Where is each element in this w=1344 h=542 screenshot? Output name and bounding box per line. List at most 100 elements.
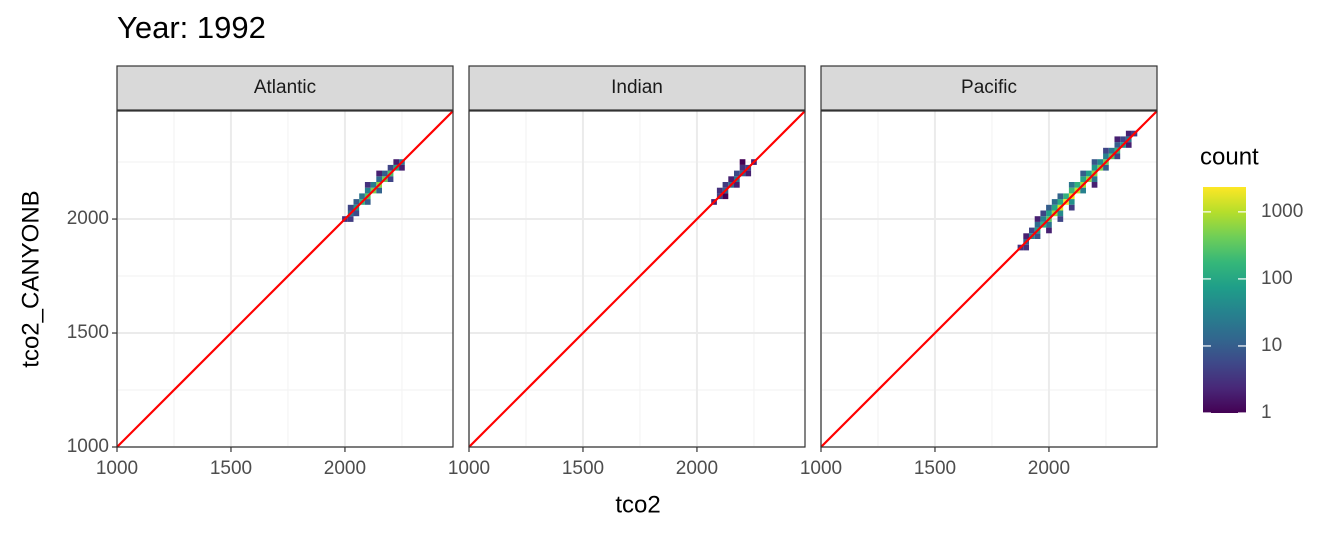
bin bbox=[1114, 153, 1121, 160]
bin bbox=[739, 159, 746, 165]
bin bbox=[353, 199, 360, 205]
bin bbox=[1080, 170, 1086, 177]
chart-title: Year: 1992 bbox=[117, 10, 266, 45]
panel: 1000 1500 2000 bbox=[800, 110, 1158, 479]
bin bbox=[1023, 233, 1030, 239]
legend-label: 1 bbox=[1261, 402, 1272, 423]
legend-label: 1000 bbox=[1261, 201, 1303, 222]
bin bbox=[393, 159, 400, 165]
bin bbox=[1051, 204, 1058, 211]
x-tick-label: 1000 bbox=[96, 458, 138, 479]
bin bbox=[1057, 216, 1064, 222]
bin bbox=[1057, 210, 1064, 217]
bin bbox=[745, 170, 752, 177]
y-tick-label: 1000 bbox=[67, 436, 109, 457]
bin bbox=[1085, 170, 1092, 177]
bin bbox=[347, 216, 354, 222]
bin bbox=[1080, 187, 1086, 194]
bin bbox=[387, 164, 394, 171]
bin bbox=[1023, 244, 1030, 251]
bin bbox=[1040, 210, 1047, 217]
y-axis-title: tco2_CANYONB bbox=[17, 190, 44, 367]
bin bbox=[1120, 136, 1126, 143]
bin bbox=[376, 176, 382, 183]
x-axis-title: tco2 bbox=[615, 491, 660, 518]
panel: 1000 1500 2000 1000 1500 2000 bbox=[67, 110, 454, 479]
bin bbox=[1068, 187, 1075, 194]
bin bbox=[733, 170, 740, 177]
bin bbox=[1046, 210, 1052, 217]
bin bbox=[1103, 153, 1109, 160]
bin bbox=[1103, 147, 1109, 154]
bin bbox=[1068, 199, 1075, 205]
bin bbox=[1108, 147, 1115, 154]
bin bbox=[722, 193, 729, 200]
colorbar bbox=[1203, 187, 1246, 413]
bin bbox=[1103, 164, 1109, 171]
bin bbox=[716, 187, 723, 194]
legend-label: 100 bbox=[1261, 268, 1293, 289]
bin bbox=[364, 199, 371, 205]
bin bbox=[1125, 130, 1132, 137]
x-tick-label: 2000 bbox=[1028, 458, 1070, 479]
bin bbox=[1091, 176, 1098, 183]
bin bbox=[381, 170, 388, 177]
bin bbox=[1097, 159, 1104, 165]
y-tick-label: 1500 bbox=[67, 322, 109, 343]
bin bbox=[376, 170, 382, 177]
bin bbox=[1029, 227, 1035, 234]
bin bbox=[1051, 199, 1058, 205]
panel-border bbox=[116, 110, 454, 448]
bin bbox=[1068, 182, 1075, 188]
bin bbox=[1091, 164, 1098, 171]
reference-line bbox=[468, 110, 806, 448]
panel: 1000 1500 2000 bbox=[448, 110, 806, 479]
bin bbox=[1046, 204, 1052, 211]
strip bbox=[468, 65, 806, 111]
bin bbox=[1034, 221, 1041, 228]
x-tick-label: 1500 bbox=[210, 458, 252, 479]
bin bbox=[1091, 182, 1098, 188]
bin bbox=[353, 210, 360, 217]
facet-label: Atlantic bbox=[254, 77, 316, 98]
panel-border bbox=[820, 110, 1158, 448]
x-tick-label: 2000 bbox=[324, 458, 366, 479]
reference-line bbox=[116, 110, 454, 448]
bin bbox=[1034, 216, 1041, 222]
bin bbox=[364, 182, 371, 188]
legend-label: 10 bbox=[1261, 335, 1282, 356]
bin bbox=[722, 182, 729, 188]
bin bbox=[399, 164, 405, 171]
bin bbox=[364, 187, 371, 194]
panel-border bbox=[468, 110, 806, 448]
x-tick-label: 2000 bbox=[676, 458, 718, 479]
bin bbox=[376, 187, 382, 194]
bin bbox=[1068, 204, 1075, 211]
bin bbox=[1046, 221, 1052, 228]
facet-label: Indian bbox=[611, 77, 663, 98]
facet-label: Pacific bbox=[961, 77, 1017, 98]
bin bbox=[1074, 182, 1081, 188]
x-tick-label: 1000 bbox=[800, 458, 842, 479]
bin bbox=[1034, 233, 1041, 239]
bin bbox=[347, 204, 354, 211]
reference-line bbox=[820, 110, 1158, 448]
bin bbox=[1114, 142, 1121, 148]
strip bbox=[116, 65, 454, 111]
strip bbox=[820, 65, 1158, 111]
bin bbox=[1114, 136, 1121, 143]
bin bbox=[1080, 176, 1086, 183]
x-tick-label: 1000 bbox=[448, 458, 490, 479]
y-tick-label: 2000 bbox=[67, 208, 109, 229]
bin bbox=[1040, 216, 1047, 222]
bin bbox=[1063, 193, 1069, 200]
bin bbox=[739, 164, 746, 171]
bin bbox=[1091, 159, 1098, 165]
bin bbox=[728, 176, 734, 183]
bin bbox=[733, 182, 740, 188]
bin bbox=[1046, 227, 1052, 234]
bin bbox=[1125, 142, 1132, 148]
bin bbox=[1057, 199, 1064, 205]
legend-title: count bbox=[1200, 143, 1259, 170]
